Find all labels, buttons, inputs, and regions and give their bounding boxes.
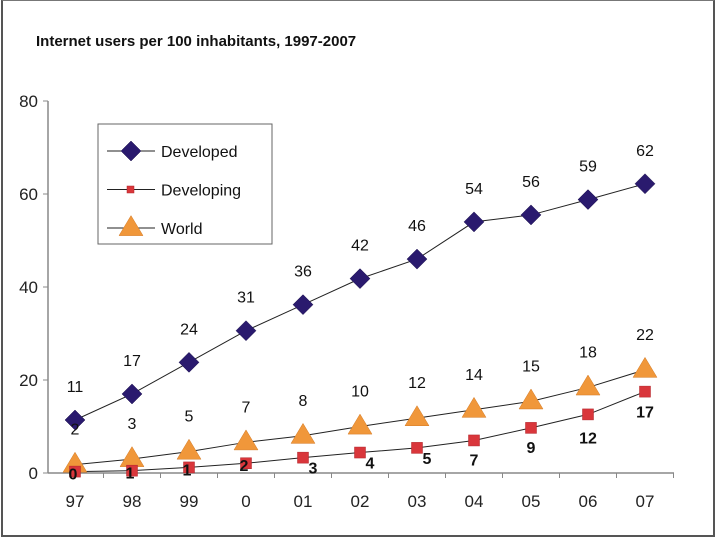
point-world <box>461 396 487 418</box>
legend-marker-developed <box>120 140 142 162</box>
y-tick-label: 0 <box>29 464 38 483</box>
point-developed <box>463 211 485 233</box>
data-label-developed: 31 <box>237 290 255 307</box>
data-label-world: 15 <box>522 358 540 375</box>
legend-label-developing: Developing <box>161 183 241 200</box>
data-label-world: 22 <box>636 327 654 344</box>
data-label-developing: 1 <box>126 466 135 483</box>
point-world <box>233 429 259 451</box>
point-developing <box>354 446 366 459</box>
y-tick-label: 60 <box>19 185 38 204</box>
data-label-world: 5 <box>185 409 194 426</box>
data-label-developed: 36 <box>294 264 312 281</box>
data-label-developing: 9 <box>527 440 536 457</box>
data-label-developing: 7 <box>470 452 479 469</box>
data-label-developing: 4 <box>366 456 375 473</box>
point-world <box>176 438 202 460</box>
point-developed <box>292 294 314 316</box>
point-developing <box>240 457 252 469</box>
point-developing <box>582 408 594 421</box>
point-developing <box>297 451 309 464</box>
data-label-world: 3 <box>128 416 137 433</box>
legend-marker-developing <box>126 185 135 194</box>
data-label-world: 8 <box>299 393 308 410</box>
data-label-world: 12 <box>408 375 426 392</box>
legend-marker-world <box>118 215 144 236</box>
point-world <box>518 388 544 410</box>
point-developing <box>411 442 423 454</box>
point-world <box>347 413 373 435</box>
data-label-world: 7 <box>242 399 251 416</box>
point-world <box>575 374 601 396</box>
point-developed <box>406 248 428 270</box>
data-label-world: 18 <box>579 344 597 361</box>
point-developed <box>121 383 143 405</box>
x-tick-label: 06 <box>579 492 598 511</box>
x-tick-label: 05 <box>522 492 541 511</box>
point-developed <box>349 268 371 289</box>
point-developing <box>69 465 81 478</box>
point-world <box>632 356 658 378</box>
x-tick-label: 01 <box>294 492 313 511</box>
data-label-developed: 59 <box>579 159 597 176</box>
point-developing <box>525 422 537 434</box>
data-label-developing: 0 <box>69 467 78 484</box>
point-developed <box>235 320 257 342</box>
x-tick-label: 98 <box>123 492 142 511</box>
x-tick-label: 07 <box>636 492 655 511</box>
data-label-world: 2 <box>71 422 80 439</box>
data-label-world: 10 <box>351 384 369 401</box>
data-label-developing: 12 <box>579 430 597 447</box>
data-label-developing: 5 <box>423 451 432 468</box>
x-tick-label: 97 <box>66 492 85 511</box>
data-label-developing: 2 <box>240 458 249 475</box>
y-tick-label: 80 <box>19 92 38 111</box>
data-label-developed: 11 <box>67 379 84 396</box>
data-label-developed: 62 <box>636 143 654 160</box>
y-tick-label: 20 <box>19 371 38 390</box>
legend-label-world: World <box>161 221 203 238</box>
point-developed <box>577 189 599 210</box>
chart-title: Internet users per 100 inhabitants, 1997… <box>36 33 357 50</box>
point-world <box>290 422 316 444</box>
data-label-developing: 17 <box>636 405 654 422</box>
data-label-developed: 54 <box>465 181 483 198</box>
point-developing <box>468 434 480 447</box>
data-label-developing: 3 <box>309 461 318 478</box>
x-tick-label: 04 <box>465 492 484 511</box>
data-label-developed: 42 <box>351 238 369 255</box>
x-tick-label: 02 <box>351 492 370 511</box>
data-label-developed: 17 <box>123 353 141 370</box>
x-tick-label: 99 <box>180 492 199 511</box>
point-developing <box>183 461 195 474</box>
data-label-world: 14 <box>465 367 483 384</box>
point-developed <box>520 204 542 226</box>
point-world <box>119 446 145 467</box>
point-developed <box>634 173 656 195</box>
point-developed <box>178 351 200 373</box>
point-developed <box>64 409 86 431</box>
data-label-developed: 46 <box>408 218 426 235</box>
legend: Developed Developing World <box>97 123 273 245</box>
point-world <box>404 405 430 426</box>
data-label-developed: 56 <box>522 174 540 191</box>
legend-label-developed: Developed <box>161 144 238 161</box>
point-developing <box>126 464 138 477</box>
y-tick-label: 40 <box>19 278 38 297</box>
point-developing <box>639 385 651 398</box>
x-tick-label: 03 <box>408 492 427 511</box>
series-markers <box>62 173 658 478</box>
data-label-developing: 1 <box>183 462 192 479</box>
x-tick-label: 0 <box>241 492 250 511</box>
data-label-developed: 24 <box>180 321 198 338</box>
